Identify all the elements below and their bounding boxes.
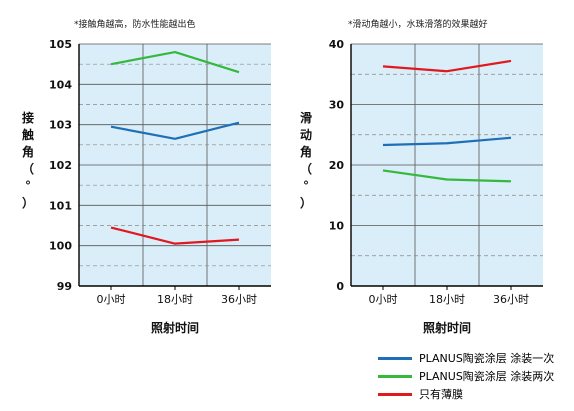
x-tick-label: 36小时 [493, 293, 529, 306]
series-line-3 [382, 59, 512, 73]
x-tick-label: 18小时 [157, 293, 193, 306]
y-tick-label: 40 [329, 38, 345, 51]
series-line-2 [110, 50, 240, 74]
x-axis-label: 照射时间 [423, 320, 471, 335]
y-tick-label: 10 [329, 220, 345, 233]
y-tick-label: 103 [49, 119, 72, 132]
legend-label: PLANUS陶瓷涂层 涂装一次 [419, 352, 555, 365]
legend-item-coat-once: PLANUS陶瓷涂层 涂装一次 [378, 350, 554, 366]
legend: PLANUS陶瓷涂层 涂装一次 PLANUS陶瓷涂层 涂装两次 只有薄膜 [378, 350, 554, 404]
y-tick-label: 101 [49, 199, 72, 212]
y-tick-label: 20 [329, 159, 345, 172]
x-tick-label: 0小时 [369, 293, 398, 306]
y-tick-label: 0 [336, 280, 344, 293]
legend-swatch-green [378, 374, 412, 378]
x-tick-label: 36小时 [221, 293, 257, 306]
series-line-2 [382, 169, 512, 183]
y-tick-label: 105 [49, 38, 72, 51]
y-tick-label: 99 [57, 280, 72, 293]
series-line-1 [110, 121, 240, 140]
legend-swatch-blue [378, 356, 412, 360]
y-axis-label: 接触角（°） [22, 110, 34, 210]
legend-label: 只有薄膜 [419, 388, 463, 401]
y-tick-label: 102 [49, 159, 72, 172]
legend-item-coat-twice: PLANUS陶瓷涂层 涂装两次 [378, 368, 554, 384]
y-tick-label: 104 [49, 78, 72, 91]
y-tick-label: 30 [329, 99, 345, 112]
x-axis-label: 照射时间 [151, 320, 199, 335]
series-line-1 [382, 136, 512, 147]
y-tick-label: 100 [49, 240, 72, 253]
y-axis-label: 滑动角（°） [300, 110, 312, 210]
series-line-3 [110, 226, 240, 245]
x-tick-label: 0小时 [97, 293, 126, 306]
legend-item-film-only: 只有薄膜 [378, 386, 554, 402]
right-chart-note: *滑动角越小，水珠滑落的效果越好 [348, 20, 488, 30]
legend-swatch-red [378, 392, 412, 396]
left-chart-note: *接触角越高，防水性能越出色 [74, 20, 196, 30]
legend-label: PLANUS陶瓷涂层 涂装两次 [419, 370, 555, 383]
x-tick-label: 18小时 [429, 293, 465, 306]
